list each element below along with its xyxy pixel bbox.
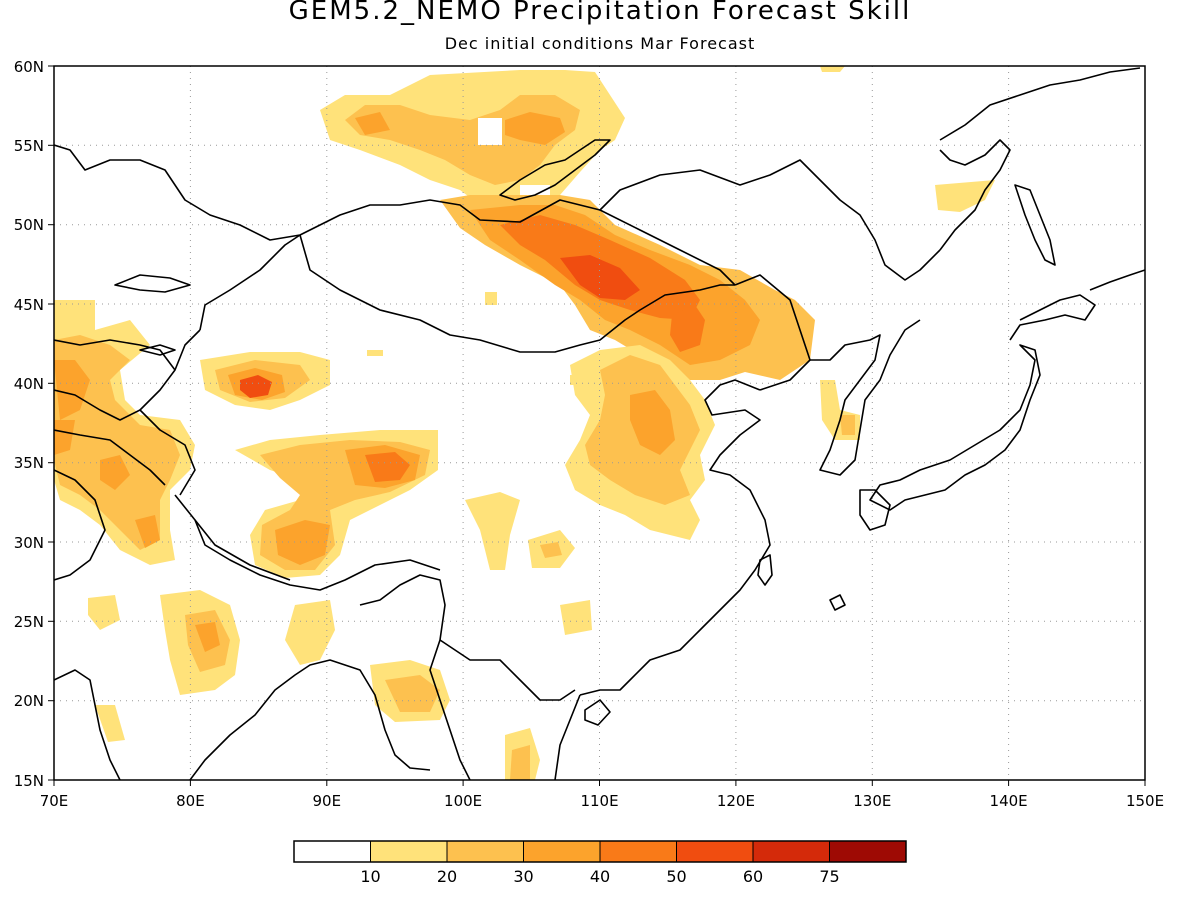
skill-region-tarim-50: [240, 375, 272, 398]
y-tick-label: 20N: [14, 692, 44, 710]
border-china-russia-ne: [599, 159, 941, 281]
y-tick-label: 60N: [14, 58, 44, 76]
skill-region-misc-10: [485, 292, 497, 305]
skill-region-misc-10b: [367, 350, 383, 356]
coast-japan-hokkaido: [1009, 294, 1096, 341]
border-manchuria: [734, 274, 811, 391]
skill-region-casia-30d: [135, 515, 160, 548]
skill-shading: [54, 66, 995, 780]
coast-sakhalin: [1014, 184, 1056, 266]
chart-subtitle: Dec initial conditions Mar Forecast: [444, 34, 756, 53]
coast-bay-of-bengal: [189, 659, 431, 780]
border-indochina: [439, 639, 576, 701]
x-tick-label: 90E: [313, 792, 342, 810]
x-axis: 70E 80E 90E 100E 110E 120E 130E 140E 150…: [40, 780, 1164, 810]
x-tick-label: 110E: [580, 792, 618, 810]
colorbar-label: 40: [590, 867, 610, 886]
skill-region-thai-20: [510, 745, 530, 780]
x-tick-label: 70E: [40, 792, 69, 810]
skill-region-casia-30: [54, 360, 90, 420]
skill-region-india-10c: [95, 705, 125, 742]
coast-india-west: [54, 669, 121, 780]
colorbar-swatch: [447, 841, 524, 862]
border-russia-kazakhstan: [54, 144, 736, 286]
colorbar-label: 20: [437, 867, 457, 886]
coast-okhotsk: [939, 67, 1141, 141]
lake-baikal: [499, 139, 611, 201]
x-tick-label: 130E: [853, 792, 891, 810]
y-tick-label: 25N: [14, 613, 44, 631]
skill-region-baikal-30b: [505, 112, 565, 145]
skill-region-ncp-30: [630, 390, 675, 455]
lake-balkhash: [114, 274, 191, 293]
colorbar-label: 30: [513, 867, 533, 886]
skill-region-ne-40: [670, 305, 705, 352]
skill-region-myanmar-10b: [285, 600, 335, 665]
y-tick-label: 40N: [14, 375, 44, 393]
colorbar-label: 75: [819, 867, 839, 886]
skill-region-tibet-40: [365, 452, 410, 482]
x-tick-label: 100E: [444, 792, 482, 810]
border-central-asia-2: [54, 389, 141, 421]
y-tick-label: 35N: [14, 454, 44, 472]
skill-region-myanmar-20: [385, 675, 440, 712]
coast-hainan: [584, 699, 611, 726]
colorbar-swatch: [676, 841, 753, 862]
skill-region-schina-10: [465, 492, 520, 570]
y-axis: 15N 20N 25N 30N 35N 40N 45N 50N 55N 60N: [14, 58, 54, 790]
coast-korea: [810, 319, 921, 476]
skill-region-korea-20: [840, 415, 855, 435]
coast-kuril: [1089, 269, 1145, 291]
skill-region-tibet-30b: [275, 520, 330, 565]
coast-japan-kyushu: [859, 489, 891, 531]
x-tick-label: 80E: [176, 792, 205, 810]
skill-region-mongolia-50: [560, 255, 640, 300]
border-kazakh-china: [199, 234, 301, 331]
x-tick-label: 120E: [717, 792, 755, 810]
border-afghanistan: [54, 429, 166, 486]
lake-issyk-kul: [139, 344, 176, 356]
chart-title: GEM5.2_NEMO Precipitation Forecast Skill: [288, 0, 912, 26]
skill-region-india-30: [195, 622, 220, 652]
colorbar-swatch: [370, 841, 447, 862]
skill-region-baikal-30: [355, 112, 390, 135]
y-tick-label: 50N: [14, 216, 44, 234]
coast-luzon: [829, 594, 846, 611]
coast-japan-honshu: [869, 344, 1041, 511]
colorbar-swatch: [523, 841, 600, 862]
y-tick-label: 30N: [14, 534, 44, 552]
border-nepal: [194, 519, 291, 581]
skill-region-north-10: [820, 66, 845, 72]
colorbar-label: 60: [743, 867, 763, 886]
skill-region-misc-10c: [570, 375, 590, 385]
x-tick-label: 140E: [990, 792, 1028, 810]
y-tick-label: 15N: [14, 772, 44, 790]
coast-china: [579, 379, 771, 696]
skill-region-casia-30c: [100, 455, 130, 490]
skill-region-schina-10c: [560, 600, 592, 635]
border-mongolia-china: [299, 234, 735, 353]
colorbar-label: 10: [360, 867, 380, 886]
colorbar-swatch: [600, 841, 677, 862]
colorbar-swatch: [829, 841, 906, 862]
border-himalaya: [174, 494, 441, 591]
y-tick-label: 45N: [14, 296, 44, 314]
coast-taiwan: [757, 554, 773, 586]
coastlines-borders: [54, 67, 1145, 780]
x-tick-label: 150E: [1126, 792, 1164, 810]
y-tick-label: 55N: [14, 137, 44, 155]
colorbar-swatch: [294, 841, 371, 862]
colorbar-swatch: [753, 841, 830, 862]
skill-region-schina-20: [540, 542, 562, 558]
border-pakistan-india: [54, 469, 106, 581]
skill-region-fareast-10: [935, 180, 995, 212]
colorbar: 10 20 30 40 50 60 75: [293, 840, 907, 886]
coast-indochina: [554, 694, 581, 780]
colorbar-label: 50: [666, 867, 686, 886]
skill-region-casia-30b: [54, 420, 75, 455]
border-myanmar: [359, 574, 471, 780]
coast-russia-pacific: [939, 139, 1011, 251]
